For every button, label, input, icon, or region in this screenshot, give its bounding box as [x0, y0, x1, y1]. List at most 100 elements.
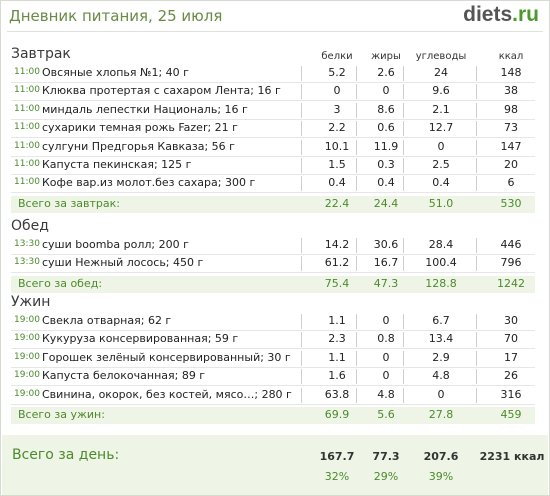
food-row[interactable]: 11:00 миндаль лепестки Националь; 16 г 3 8.… [11, 102, 535, 120]
carbs-value: 9.6 [432, 84, 450, 97]
fat-value: 0.6 [377, 121, 395, 134]
column-divider [301, 176, 302, 191]
total-carbs: 51.0 [428, 197, 454, 210]
meal-time: 11:00 [14, 141, 40, 151]
kcal-value: 17 [504, 351, 518, 364]
kcal-value: 6 [507, 176, 515, 189]
fat-value: 8.6 [377, 103, 395, 116]
meal-time: 11:00 [14, 177, 40, 187]
column-divider [476, 84, 477, 99]
food-row[interactable]: 11:00 Овсяные хлопья №1; 40 г 5.2 2.6 24 148 [11, 65, 535, 83]
meal-time: 19:00 [14, 352, 40, 362]
kcal-value: 316 [500, 388, 522, 401]
column-divider [476, 140, 477, 155]
column-divider [403, 351, 404, 366]
column-divider [403, 140, 404, 155]
carbs-value: 13.4 [428, 332, 454, 345]
carbs-value: 0 [437, 388, 445, 401]
food-row[interactable]: 13:30 суши boomba ролл; 200 г 14.2 30.6 28.4… [11, 237, 535, 255]
food-name[interactable]: Капуста белокочанная; 89 г [42, 369, 206, 382]
column-divider [476, 369, 477, 384]
column-divider [301, 66, 302, 81]
meal-time: 19:00 [14, 370, 40, 380]
food-row[interactable]: 19:00 Свинина, окорок, без костей, мясо…;… [11, 387, 535, 405]
kcal-value: 70 [504, 332, 518, 345]
food-row[interactable]: 11:00 сухарики темная рожь Fazer; 21 г 2.2… [11, 120, 535, 138]
food-row[interactable]: 19:00 Капуста белокочанная; 89 г 1.6 0 4.8 26 [11, 368, 535, 386]
food-name[interactable]: Кофе вар.из молот.без сахара; 300 г [42, 176, 256, 189]
col-protein-header: белки [321, 51, 353, 62]
column-divider [356, 66, 357, 81]
column-divider [301, 121, 302, 136]
logo-main: diets [463, 3, 513, 26]
fat-value: 0.3 [377, 158, 395, 171]
kcal-value: 73 [504, 121, 518, 134]
meal-time: 13:30 [14, 239, 40, 249]
total-kcal: 1242 [497, 277, 525, 290]
food-name[interactable]: Овсяные хлопья №1; 40 г [42, 66, 189, 79]
column-divider [403, 332, 404, 347]
food-row[interactable]: 19:00 Свекла отварная; 62 г 1.1 0 6.7 30 [11, 313, 535, 331]
food-name[interactable]: Свекла отварная; 62 г [42, 314, 172, 327]
column-divider [476, 256, 477, 271]
column-divider [301, 314, 302, 329]
meal-time: 19:00 [14, 315, 40, 325]
column-divider [403, 103, 404, 118]
column-divider [356, 332, 357, 347]
food-row[interactable]: 11:00 Клюква протертая с сахаром Лента; 1… [11, 83, 535, 101]
food-name[interactable]: сухарики темная рожь Fazer; 21 г [42, 121, 238, 134]
carbs-value: 2.5 [432, 158, 450, 171]
column-divider [403, 238, 404, 253]
food-name[interactable]: Свинина, окорок, без костей, мясо…; 280 … [42, 388, 292, 401]
column-divider [356, 140, 357, 155]
food-row[interactable]: 11:00 Кофе вар.из молот.без сахара; 300 г… [11, 175, 535, 193]
meal-time: 13:30 [14, 257, 40, 267]
total-protein: 69.9 [324, 408, 350, 421]
kcal-value: 446 [500, 238, 522, 251]
day-kcal: 2231 ккал [479, 450, 545, 463]
protein-value: 1.6 [328, 369, 346, 382]
food-row[interactable]: 19:00 Горошек зелёный консервированный; 3… [11, 350, 535, 368]
protein-value: 2.3 [328, 332, 346, 345]
food-row[interactable]: 13:30 суши Нежный лосось; 450 г 61.2 16.7 10… [11, 255, 535, 273]
day-fat-percent: 29% [373, 470, 399, 483]
protein-value: 1.1 [328, 314, 346, 327]
fat-value: 0 [382, 351, 390, 364]
column-divider [301, 351, 302, 366]
total-carbs: 27.8 [428, 408, 454, 421]
meal-time: 19:00 [14, 333, 40, 343]
food-row[interactable]: 11:00 Капуста пекинская; 125 г 1.5 0.3 2.5 20 [11, 157, 535, 175]
fat-value: 0.8 [377, 332, 395, 345]
page-title: Дневник питания, 25 июля [9, 7, 223, 25]
protein-value: 2.2 [328, 121, 346, 134]
column-divider [476, 238, 477, 253]
fat-value: 4.8 [377, 388, 395, 401]
food-name[interactable]: суши Нежный лосось; 450 г [42, 256, 204, 269]
site-logo[interactable]: diets.ru [463, 3, 539, 27]
column-divider [356, 256, 357, 271]
column-divider [403, 176, 404, 191]
fat-value: 0.4 [377, 176, 395, 189]
section-lunch-total: Всего за обед: 75.4 47.3 128.8 1242 [11, 276, 535, 293]
food-name[interactable]: Капуста пекинская; 125 г [42, 158, 192, 171]
column-divider [403, 121, 404, 136]
carbs-value: 4.8 [432, 369, 450, 382]
column-divider [301, 84, 302, 99]
meal-time: 11:00 [14, 67, 40, 77]
food-name[interactable]: миндаль лепестки Националь; 16 г [42, 103, 248, 116]
food-name[interactable]: Кукуруза консервированная; 59 г [42, 332, 239, 345]
protein-value: 14.2 [324, 238, 350, 251]
column-divider [356, 103, 357, 118]
food-name[interactable]: сулгуни Предгорья Кавказа; 56 г [42, 140, 235, 153]
column-divider [476, 121, 477, 136]
food-name[interactable]: суши boomba ролл; 200 г [42, 238, 189, 251]
food-name[interactable]: Горошек зелёный консервированный; 30 г [42, 351, 291, 364]
food-row[interactable]: 19:00 Кукуруза консервированная; 59 г 2.3 0… [11, 331, 535, 349]
fat-value: 0 [382, 84, 390, 97]
protein-value: 5.2 [328, 66, 346, 79]
column-divider [356, 84, 357, 99]
protein-value: 1.1 [328, 351, 346, 364]
food-name[interactable]: Клюква протертая с сахаром Лента; 16 г [42, 84, 281, 97]
food-row[interactable]: 11:00 сулгуни Предгорья Кавказа; 56 г 10.1… [11, 139, 535, 157]
